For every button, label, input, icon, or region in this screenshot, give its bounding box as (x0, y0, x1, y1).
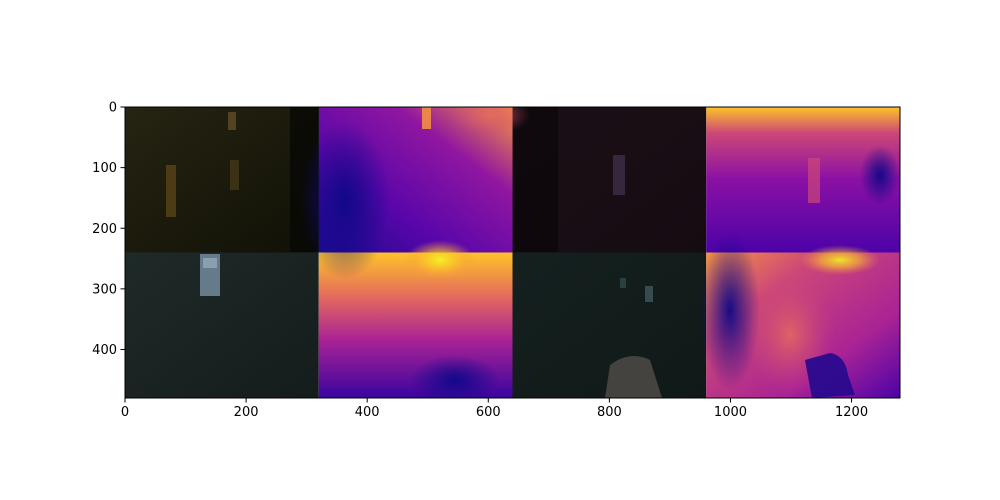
depth-tile-7-dark-region (700, 230, 760, 390)
depth-tile-3-object (808, 158, 820, 203)
rgb-tile-4-object (203, 258, 217, 268)
x-tick-label: 800 (597, 405, 622, 420)
x-tick-label: 600 (476, 405, 501, 420)
depth-tile-1-bright-region (450, 107, 530, 135)
tile-details (166, 107, 900, 398)
rgb-tile-6-object (605, 356, 662, 398)
rgb-tile-0-object (230, 160, 239, 190)
y-tick-label: 200 (92, 222, 117, 237)
x-tick-label: 1200 (835, 405, 868, 420)
rgb-tile-2-shadow (513, 107, 558, 252)
y-axis: 0 100 200 300 400 (92, 101, 125, 358)
y-tick-label: 100 (92, 161, 117, 176)
plot-area (125, 107, 900, 398)
x-tick-label: 400 (355, 405, 380, 420)
y-tick-label: 400 (92, 343, 117, 358)
x-tick-label: 200 (234, 405, 259, 420)
rgb-tile-6-object (620, 278, 626, 288)
depth-tile-7-bright-region (800, 245, 880, 275)
depth-tile-1-object (422, 107, 431, 129)
rgb-tile-0-object (228, 112, 236, 130)
depth-tile-5-bright-region (405, 240, 475, 280)
rgb-tile-6-object (645, 286, 653, 302)
depth-tile-3-dark-region (860, 145, 900, 205)
y-tick-label: 0 (109, 101, 117, 116)
depth-tile-5-dark-region (410, 355, 500, 398)
rgb-tile-0-object (166, 165, 176, 217)
plot-frame (124, 106, 901, 399)
rgb-image-tile-0 (125, 107, 319, 253)
y-tick-label: 300 (92, 282, 117, 297)
x-tick-label: 0 (121, 405, 129, 420)
x-tick-label: 1000 (714, 405, 747, 420)
rgb-image-tile-4 (125, 252, 319, 398)
rgb-tile-2-object (613, 155, 625, 195)
depth-tile-7-object (805, 353, 855, 398)
depth-tile-1-dark-region (300, 120, 390, 280)
x-axis: 0 200 400 600 800 1000 1200 (121, 398, 868, 420)
